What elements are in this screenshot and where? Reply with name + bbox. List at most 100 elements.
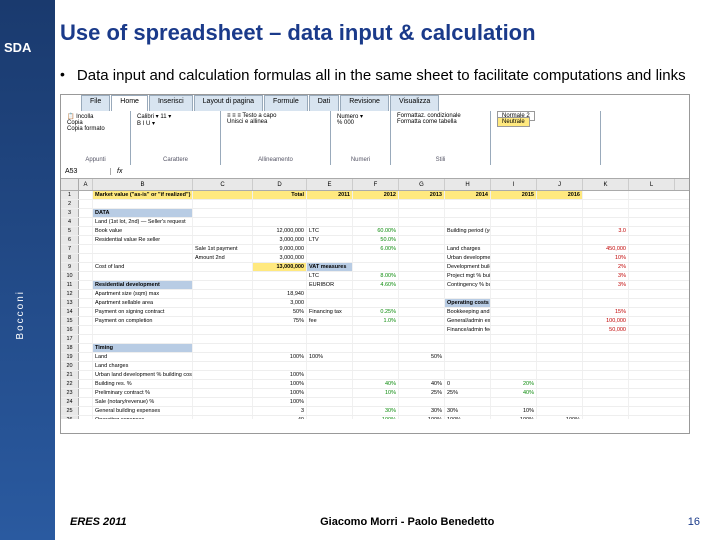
cell[interactable]: 30% <box>353 407 399 415</box>
cell[interactable]: 50,000 <box>583 326 629 334</box>
cell[interactable]: General building expenses <box>93 407 193 415</box>
cell[interactable] <box>79 398 93 406</box>
cell[interactable] <box>93 335 193 343</box>
cell[interactable]: Timing <box>93 344 193 352</box>
cell[interactable] <box>583 407 629 415</box>
cell[interactable]: 2012 <box>353 191 399 199</box>
cell[interactable] <box>537 326 583 334</box>
cell[interactable] <box>307 254 353 262</box>
cell[interactable] <box>307 344 353 352</box>
cell[interactable]: LTV <box>307 236 353 244</box>
cell[interactable] <box>79 272 93 280</box>
cell[interactable] <box>537 380 583 388</box>
cell[interactable] <box>491 326 537 334</box>
cell[interactable] <box>399 362 445 370</box>
cell[interactable] <box>399 290 445 298</box>
cell[interactable] <box>253 200 307 208</box>
cell[interactable]: Operating expenses <box>93 416 193 419</box>
cell[interactable]: 100% <box>353 416 399 419</box>
cell[interactable] <box>583 209 629 217</box>
cell[interactable] <box>253 272 307 280</box>
cell[interactable] <box>399 209 445 217</box>
cell[interactable] <box>93 326 193 334</box>
cell[interactable] <box>537 317 583 325</box>
cell[interactable]: 13,000,000 <box>253 263 307 271</box>
cell[interactable] <box>491 236 537 244</box>
cell[interactable]: 100% <box>307 353 353 361</box>
ribbon-tab[interactable]: Layout di pagina <box>194 95 263 111</box>
cell[interactable] <box>491 218 537 226</box>
cell[interactable] <box>399 227 445 235</box>
cell[interactable] <box>491 344 537 352</box>
cell[interactable] <box>537 290 583 298</box>
cell[interactable] <box>445 209 491 217</box>
cell[interactable]: 2014 <box>445 191 491 199</box>
column-header[interactable]: C <box>193 179 253 190</box>
cell[interactable]: Payment on completion <box>93 317 193 325</box>
cell[interactable]: 10% <box>491 407 537 415</box>
cell[interactable] <box>353 209 399 217</box>
column-header[interactable]: I <box>491 179 537 190</box>
cell[interactable]: General/admin expenses (per year) <box>445 317 491 325</box>
cell[interactable] <box>307 362 353 370</box>
cell[interactable]: Amount 2nd <box>193 254 253 262</box>
cell[interactable]: 25% <box>399 389 445 397</box>
cell[interactable]: 450,000 <box>583 245 629 253</box>
cell[interactable] <box>253 344 307 352</box>
cell[interactable]: Land (1st lot, 2nd) — Seller's request <box>93 218 193 226</box>
cell[interactable]: Preliminary contract % <box>93 389 193 397</box>
cell[interactable] <box>93 272 193 280</box>
cell[interactable] <box>193 272 253 280</box>
cell[interactable] <box>79 281 93 289</box>
cell[interactable]: 10% <box>583 254 629 262</box>
cell[interactable]: Contingency % building cost <box>445 281 491 289</box>
cell[interactable] <box>353 371 399 379</box>
cell[interactable] <box>583 191 629 199</box>
cell[interactable] <box>399 254 445 262</box>
cell[interactable]: 60.00% <box>353 227 399 235</box>
cell[interactable]: 40% <box>491 389 537 397</box>
cell[interactable] <box>193 398 253 406</box>
cell[interactable] <box>537 353 583 361</box>
cell[interactable]: Cost of land <box>93 263 193 271</box>
cell[interactable] <box>583 218 629 226</box>
cell[interactable] <box>583 389 629 397</box>
cell[interactable] <box>537 272 583 280</box>
column-header[interactable]: L <box>629 179 675 190</box>
cell[interactable] <box>307 335 353 343</box>
cell[interactable] <box>353 344 399 352</box>
cell[interactable] <box>353 353 399 361</box>
ribbon-tab[interactable]: Revisione <box>340 95 389 111</box>
cell[interactable] <box>193 317 253 325</box>
cell[interactable] <box>491 254 537 262</box>
cell[interactable]: 100% <box>253 353 307 361</box>
cell[interactable] <box>491 362 537 370</box>
cell[interactable] <box>353 335 399 343</box>
cell[interactable]: 8.00% <box>353 272 399 280</box>
cell[interactable]: Land charges <box>445 245 491 253</box>
cell[interactable] <box>353 200 399 208</box>
cell[interactable] <box>537 398 583 406</box>
cell[interactable] <box>537 209 583 217</box>
cell[interactable]: 30% <box>399 407 445 415</box>
cell[interactable]: 20% <box>491 380 537 388</box>
cell[interactable] <box>193 353 253 361</box>
cell[interactable] <box>193 281 253 289</box>
cell[interactable] <box>253 281 307 289</box>
cell[interactable] <box>353 290 399 298</box>
cell[interactable] <box>79 380 93 388</box>
cell[interactable]: Bookkeeping and admin <box>445 308 491 316</box>
cell[interactable] <box>537 407 583 415</box>
cell[interactable] <box>445 290 491 298</box>
cell[interactable] <box>537 362 583 370</box>
cell[interactable] <box>193 263 253 271</box>
cell[interactable] <box>79 371 93 379</box>
cell[interactable]: 2016 <box>537 191 583 199</box>
cell[interactable]: LTC <box>307 272 353 280</box>
cell[interactable]: 0.25% <box>353 308 399 316</box>
cell[interactable]: 3,000,000 <box>253 254 307 262</box>
cell[interactable]: Urban land development % building cost <box>93 371 193 379</box>
ribbon-group[interactable]: Formattaz. condizionaleFormatta come tab… <box>391 111 491 165</box>
cell[interactable]: Land <box>93 353 193 361</box>
cell[interactable]: 100% <box>253 380 307 388</box>
